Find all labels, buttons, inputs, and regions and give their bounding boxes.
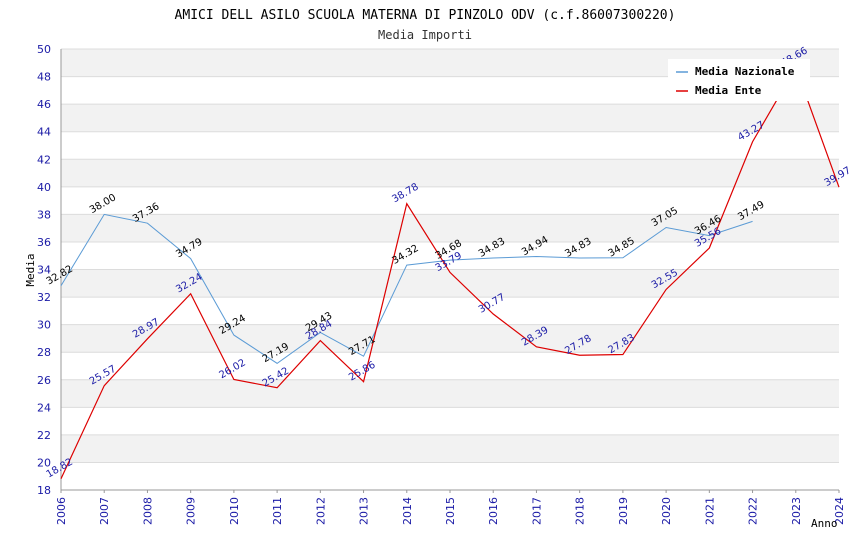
x-tick-label: 2008 (141, 497, 154, 525)
x-tick-label: 2011 (271, 497, 284, 525)
legend-label-nazionale: Media Nazionale (695, 65, 795, 78)
y-tick-label: 36 (37, 236, 51, 249)
chart-title: AMICI DELL ASILO SCUOLA MATERNA DI PINZO… (175, 8, 676, 23)
y-tick-label: 40 (37, 181, 51, 194)
y-tick-label: 26 (37, 374, 51, 387)
y-tick-label: 42 (37, 153, 51, 166)
x-tick-label: 2006 (55, 497, 68, 525)
legend-label-ente: Media Ente (695, 84, 762, 97)
grid-band (61, 324, 839, 353)
y-tick-label: 22 (37, 429, 51, 442)
x-axis-label: Anno (811, 517, 838, 530)
x-tick-labels: 2006 2007 2008 2009 2010 2011 2012 2013 2014 2015… (55, 490, 846, 525)
chart-subtitle: Media Importi (378, 28, 472, 42)
grid-band (61, 159, 839, 187)
legend-box (668, 59, 810, 101)
y-tick-label: 32 (37, 291, 51, 304)
y-tick-label: 28 (37, 346, 51, 359)
y-tick-label: 48 (37, 71, 51, 84)
grid-band (61, 434, 839, 463)
x-tick-label: 2018 (574, 497, 587, 525)
grid-band (61, 269, 839, 298)
x-tick-label: 2015 (444, 497, 457, 525)
data-label-nazionale: 38.00 (88, 192, 118, 216)
y-tick-label: 44 (37, 126, 51, 139)
x-tick-label: 2020 (660, 497, 673, 525)
series-group (60, 66, 840, 479)
y-tick-label: 20 (37, 456, 51, 469)
x-tick-label: 2024 (833, 497, 846, 525)
grid-band (61, 104, 839, 132)
x-tick-label: 2019 (617, 497, 630, 525)
y-tick-label: 46 (37, 98, 51, 111)
y-tick-label: 34 (37, 264, 51, 277)
x-tick-label: 2014 (401, 497, 414, 525)
x-tick-label: 2021 (703, 497, 716, 525)
x-tick-label: 2016 (487, 497, 500, 525)
x-tick-label: 2023 (790, 497, 803, 525)
x-tick-label: 2017 (530, 497, 543, 525)
grid-band (61, 379, 839, 408)
x-tick-label: 2012 (314, 497, 327, 525)
y-axis-label: Media (24, 253, 37, 286)
series-line-ente (60, 66, 840, 479)
y-tick-label: 24 (37, 401, 51, 414)
grid-bands (61, 49, 839, 463)
x-tick-label: 2007 (98, 497, 111, 525)
x-tick-label: 2010 (228, 497, 241, 525)
legend: Media Nazionale Media Ente (668, 59, 810, 101)
x-tick-label: 2009 (185, 497, 198, 525)
y-tick-labels: 18 20 22 24 26 28 30 32 34 36 38 40 42 44 46 48 50 (37, 43, 51, 497)
y-tick-label: 50 (37, 43, 51, 56)
grid-band (61, 214, 839, 242)
y-tick-label: 38 (37, 208, 51, 221)
series-line-nazionale (60, 213, 753, 364)
data-label-nazionale: 34.32 (390, 243, 420, 267)
y-tick-label: 18 (37, 484, 51, 497)
y-tick-label: 30 (37, 319, 51, 332)
x-tick-label: 2022 (747, 497, 760, 525)
x-tick-label: 2013 (358, 497, 371, 525)
